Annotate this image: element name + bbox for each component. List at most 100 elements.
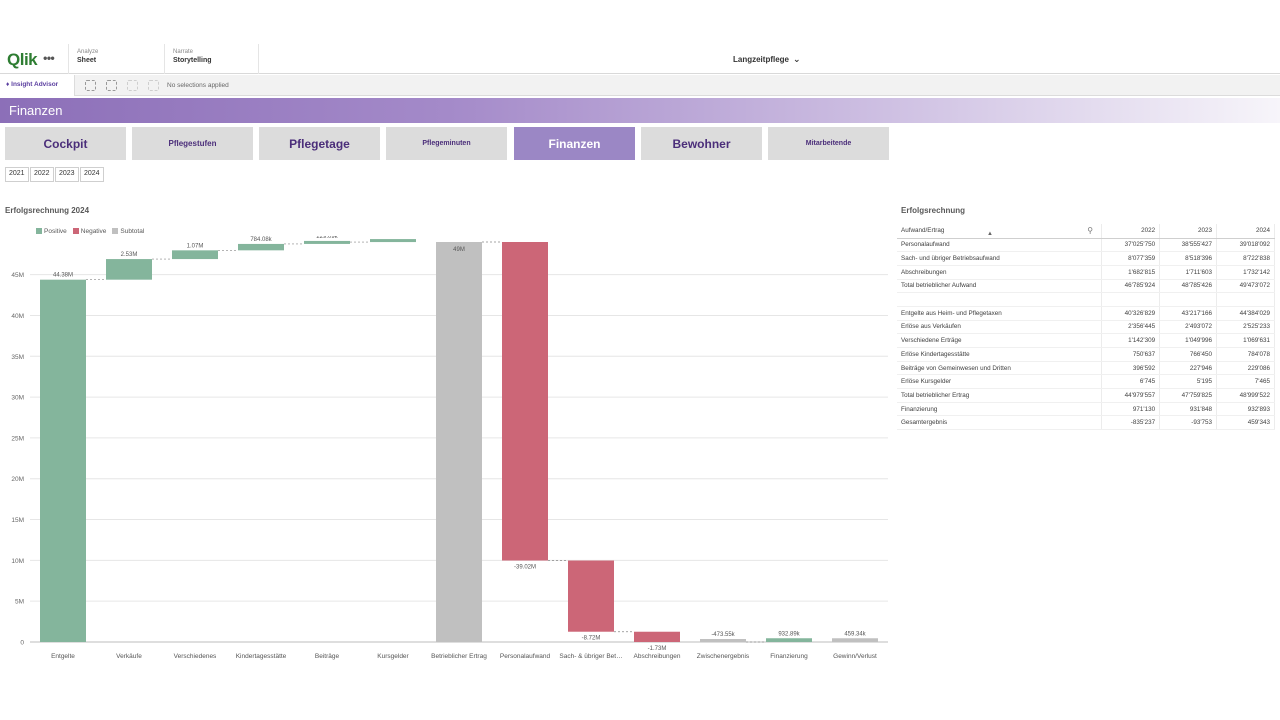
bar-subtotal[interactable]	[436, 242, 482, 642]
bar-subtotal[interactable]	[832, 638, 878, 642]
value-cell: 6'745	[1101, 374, 1161, 390]
row-label-cell[interactable]: Beiträge von Gemeinwesen und Dritten	[897, 361, 1103, 376]
qlik-logo[interactable]: Qlik •••	[7, 50, 55, 70]
row-label-cell[interactable]: Erlöse Kursgelder	[897, 374, 1103, 390]
pivot-table[interactable]: Aufwand/Ertrag ▲ ⚲ 2022 2023 2024 Person…	[897, 224, 1275, 431]
column-header-label: Aufwand/Ertrag	[901, 227, 945, 235]
bar-negative[interactable]	[634, 631, 680, 642]
insight-advisor-button[interactable]: ♦ Insight Advisor	[0, 75, 75, 96]
column-header-2022[interactable]: 2022	[1101, 224, 1161, 239]
app-title-dropdown[interactable]: Langzeitpflege ⌄	[733, 54, 801, 65]
bar-positive[interactable]	[238, 243, 284, 251]
nav-button-pflegestufen[interactable]: Pflegestufen	[132, 127, 253, 160]
row-label-cell[interactable]: Sach- und übriger Betriebsaufwand	[897, 251, 1103, 266]
nav-button-pflegeminuten[interactable]: Pflegeminuten	[386, 127, 507, 160]
bar-positive[interactable]	[304, 240, 350, 244]
legend-negative[interactable]: Negative	[72, 228, 106, 235]
table-row[interactable]: Beiträge von Gemeinwesen und Dritten 396'…	[897, 361, 1275, 376]
bar-positive[interactable]	[172, 250, 218, 260]
bar-positive[interactable]	[40, 279, 86, 642]
x-tick-label: Verkäufe	[116, 653, 142, 660]
legend-subtotal-label: Subtotal	[120, 228, 145, 235]
table-row[interactable]: Total betrieblicher Ertrag 44'979'557 47'7…	[897, 388, 1275, 403]
table-row[interactable]: Abschreibungen 1'682'815 1'711'603 1'732'14…	[897, 265, 1275, 280]
year-filter-2023[interactable]: 2023	[55, 167, 79, 182]
table-row[interactable]: Sach- und übriger Betriebsaufwand 8'077'3…	[897, 251, 1275, 266]
sort-ascending-icon: ▲	[987, 231, 993, 237]
waterfall-chart[interactable]: 0 5M 10M 15M 20M 25M 30M 35M 40M 45M 44.38M Entgelt…	[0, 236, 892, 666]
table-row[interactable]: Personalaufwand 37'025'750 38'555'427 39'01…	[897, 238, 1275, 253]
year-filter-2024[interactable]: 2024	[80, 167, 104, 182]
ellipsis-icon[interactable]: •••	[43, 51, 55, 65]
row-label-cell[interactable]: Total betrieblicher Ertrag	[897, 388, 1103, 403]
app-title: Langzeitpflege	[733, 55, 790, 64]
x-tick-label: Abschreibungen	[634, 653, 681, 660]
value-cell: 49'473'072	[1216, 279, 1275, 294]
app-header: Qlik ••• Analyze Sheet Narrate Storytelli…	[0, 44, 1280, 74]
table-row[interactable]: Erlöse aus Verkäufen 2'356'445 2'493'072 2'…	[897, 320, 1275, 335]
year-filter-2021[interactable]: 2021	[5, 167, 29, 182]
bar-subtotal[interactable]	[700, 639, 746, 642]
nav-button-mitarbeitende[interactable]: Mitarbeitende	[768, 127, 889, 160]
row-label-cell[interactable]: Verschiedene Erträge	[897, 333, 1103, 348]
data-label: -8.72M	[582, 636, 601, 642]
x-tick-label: Kindertagesstätte	[236, 653, 287, 660]
table-row[interactable]: Erlöse Kursgelder 6'745 5'195 7'465	[897, 374, 1275, 390]
value-cell: 396'592	[1101, 361, 1161, 376]
bar-negative[interactable]	[568, 560, 614, 632]
bar-positive[interactable]	[766, 638, 812, 642]
legend-subtotal[interactable]: Subtotal	[112, 228, 144, 235]
value-cell: 38'555'427	[1159, 238, 1218, 253]
tab-narrate[interactable]: Narrate Storytelling	[164, 44, 259, 74]
value-cell: 39'018'092	[1216, 238, 1275, 253]
tab-narrate-kicker: Narrate	[173, 49, 194, 55]
row-label-cell[interactable]: Finanzierung	[897, 402, 1103, 417]
row-label-cell[interactable]: Erlöse Kindertagesstätte	[897, 347, 1103, 362]
row-label-cell[interactable]	[897, 292, 1103, 307]
table-title: Erfolgsrechnung	[901, 206, 966, 215]
smart-search-icon[interactable]	[85, 80, 96, 91]
chevron-down-icon: ⌄	[793, 54, 801, 64]
table-row[interactable]: Entgelte aus Heim- und Pflegetaxen 40'326…	[897, 306, 1275, 321]
nav-button-pflegetage[interactable]: Pflegetage	[259, 127, 380, 160]
row-label-cell[interactable]: Gesamtergebnis	[897, 415, 1103, 431]
tab-narrate-label: Storytelling	[173, 57, 212, 64]
year-filter-2022[interactable]: 2022	[30, 167, 54, 182]
table-row[interactable]: Finanzierung 971'130 931'848 932'893	[897, 402, 1275, 417]
row-label-cell[interactable]: Entgelte aus Heim- und Pflegetaxen	[897, 306, 1103, 321]
x-tick-label: Gewinn/Verlust	[833, 653, 877, 660]
tab-analyze[interactable]: Analyze Sheet	[68, 44, 164, 74]
column-header-2024[interactable]: 2024	[1216, 224, 1275, 239]
table-row[interactable]: Verschiedene Erträge 1'142'309 1'049'996 1'…	[897, 333, 1275, 348]
row-label-cell[interactable]: Erlöse aus Verkäufen	[897, 320, 1103, 335]
bar-positive[interactable]	[106, 259, 152, 280]
nav-button-bewohner[interactable]: Bewohner	[641, 127, 762, 160]
table-row[interactable]: Erlöse Kindertagesstätte 750'637 766'450 78…	[897, 347, 1275, 362]
value-cell: 750'637	[1101, 347, 1161, 362]
legend-positive[interactable]: Positive	[36, 228, 67, 235]
data-label: -1.73M	[648, 646, 667, 652]
column-header-2023[interactable]: 2023	[1159, 224, 1218, 239]
table-row[interactable]: Gesamtergebnis -835'237 -93'753 459'343	[897, 415, 1275, 431]
nav-button-cockpit[interactable]: Cockpit	[5, 127, 126, 160]
bar-positive[interactable]	[370, 239, 416, 243]
table-row[interactable]	[897, 292, 1275, 307]
sheet-banner: Finanzen	[0, 98, 1280, 123]
selections-tool-icon[interactable]	[106, 80, 117, 91]
column-header-aufwand-ertrag[interactable]: Aufwand/Ertrag ▲ ⚲	[897, 224, 1103, 239]
search-icon[interactable]: ⚲	[1087, 226, 1094, 235]
step-back-icon[interactable]	[127, 80, 138, 91]
row-label-cell[interactable]: Personalaufwand	[897, 238, 1103, 253]
value-cell: 7'465	[1216, 374, 1275, 390]
row-label-cell[interactable]: Abschreibungen	[897, 265, 1103, 280]
clear-selections-icon[interactable]	[148, 80, 159, 91]
value-cell: 48'999'522	[1216, 388, 1275, 403]
nav-button-finanzen[interactable]: Finanzen	[514, 127, 635, 160]
data-label: 49M	[453, 247, 465, 253]
row-label-cell[interactable]: Total betrieblicher Aufwand	[897, 279, 1103, 294]
y-tick-label: 40M	[11, 313, 24, 320]
bar-negative[interactable]	[502, 242, 548, 561]
table-row[interactable]: Total betrieblicher Aufwand 46'785'924 48'…	[897, 279, 1275, 294]
value-cell: 229'086	[1216, 361, 1275, 376]
table-body: Personalaufwand 37'025'750 38'555'427 39'01…	[897, 238, 1275, 431]
